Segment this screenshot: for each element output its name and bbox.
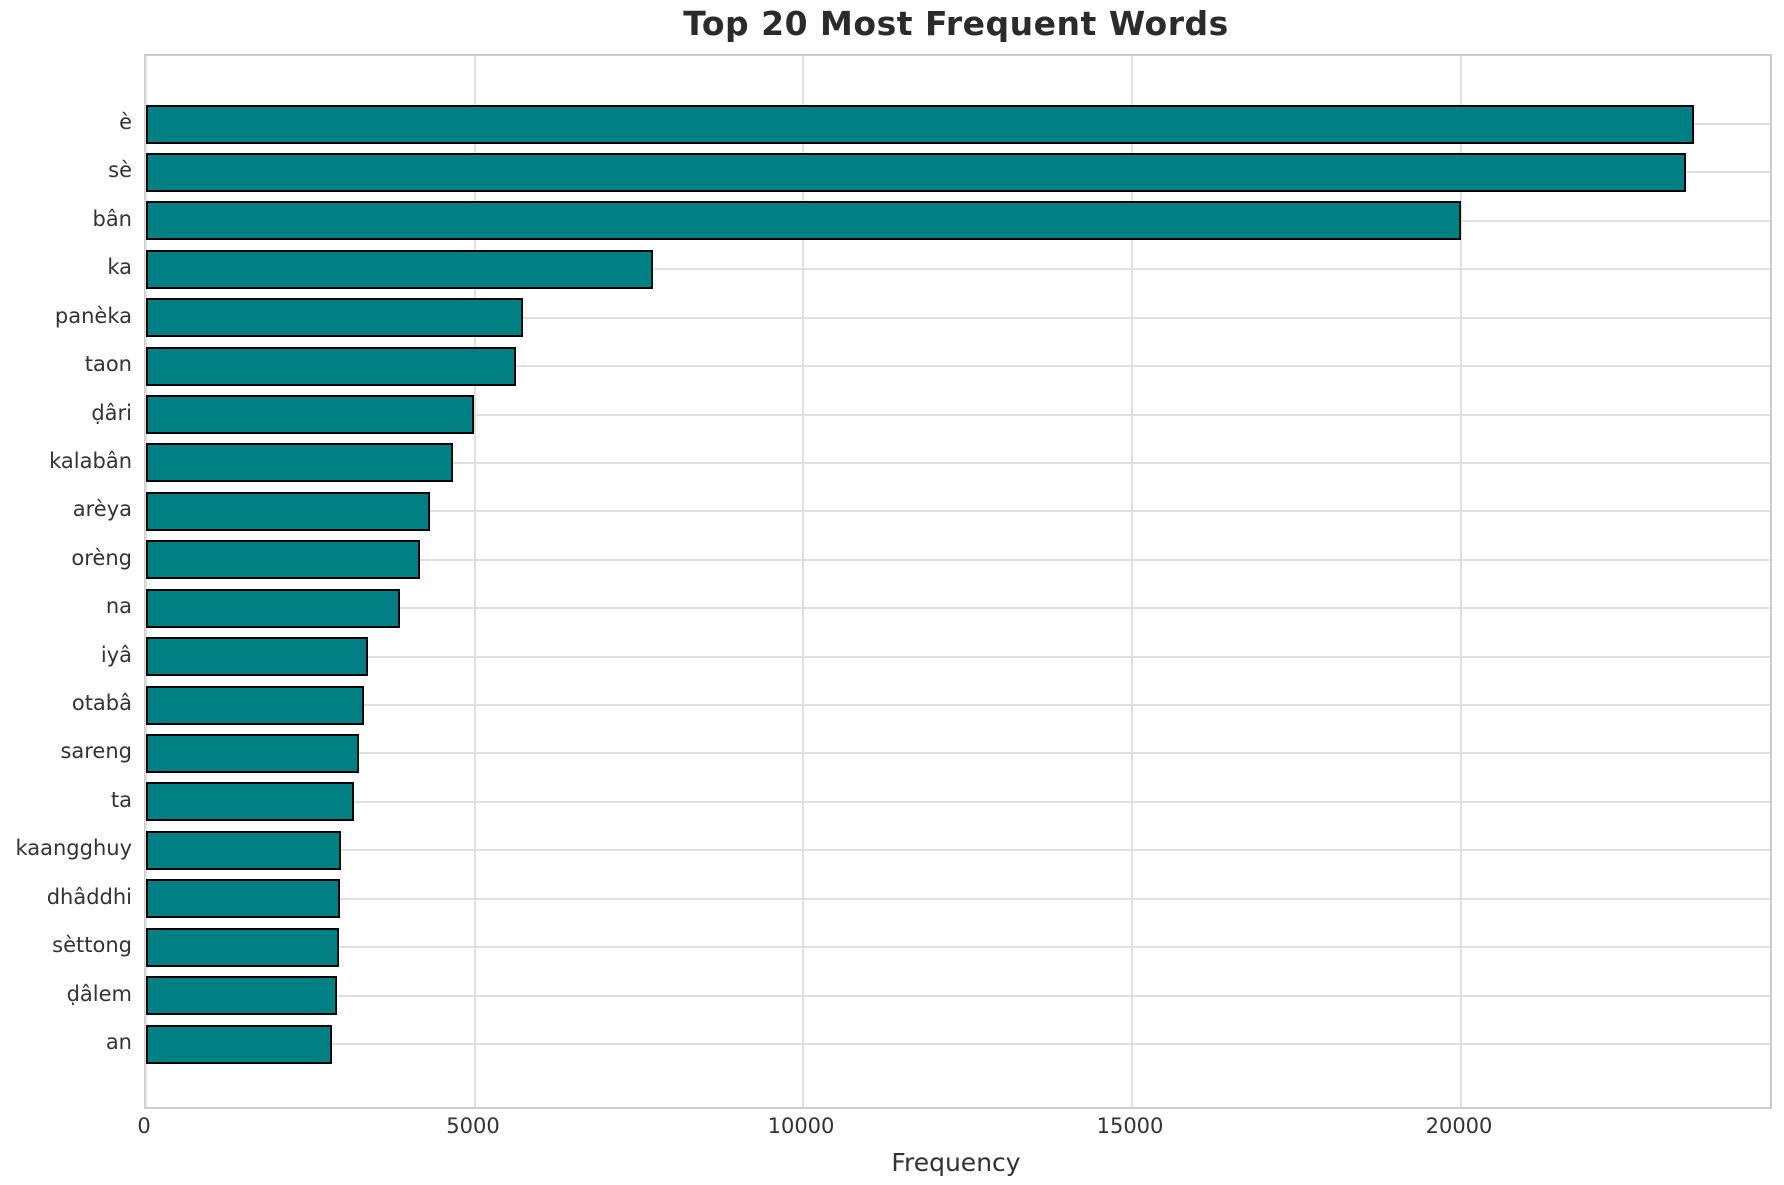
y-gridline — [146, 268, 1770, 270]
x-tick-label: 10000 — [767, 1114, 835, 1138]
y-gridline — [146, 317, 1770, 319]
bar-3 — [146, 201, 1461, 240]
x-tick-label: 0 — [137, 1114, 151, 1138]
y-tick-label: è — [119, 110, 132, 134]
x-axis-title: Frequency — [891, 1148, 1021, 1177]
y-tick-label: na — [105, 594, 132, 618]
bar-16 — [146, 831, 341, 870]
y-tick-label: orèng — [71, 546, 132, 570]
bar-1 — [146, 105, 1694, 144]
x-tick-label: 5000 — [446, 1114, 500, 1138]
y-gridline — [146, 946, 1770, 948]
y-tick-label: iyâ — [100, 643, 132, 667]
y-gridline — [146, 510, 1770, 512]
x-tick-label: 15000 — [1096, 1114, 1164, 1138]
x-gridline — [1460, 56, 1462, 1107]
y-gridline — [146, 995, 1770, 997]
y-tick-label: otabâ — [71, 691, 132, 715]
bar-6 — [146, 347, 516, 386]
bar-9 — [146, 492, 430, 531]
y-tick-label: dhâddhi — [46, 885, 132, 909]
y-gridline — [146, 656, 1770, 658]
x-tick-label: 20000 — [1425, 1114, 1493, 1138]
bar-15 — [146, 782, 354, 821]
bar-14 — [146, 734, 359, 773]
x-gridline — [145, 56, 147, 1107]
y-tick-label: sèttong — [52, 933, 132, 957]
y-tick-label: taon — [84, 352, 132, 376]
bar-10 — [146, 540, 420, 579]
y-tick-label: bân — [92, 207, 132, 231]
y-tick-label: ka — [107, 255, 132, 279]
y-tick-label: ta — [110, 788, 132, 812]
bar-11 — [146, 589, 400, 628]
y-tick-label: ḍâri — [91, 401, 132, 425]
bar-8 — [146, 443, 453, 482]
y-gridline — [146, 801, 1770, 803]
bar-18 — [146, 928, 339, 967]
chart-title: Top 20 Most Frequent Words — [683, 4, 1229, 43]
x-gridline — [474, 56, 476, 1107]
bar-19 — [146, 976, 337, 1015]
bar-2 — [146, 153, 1686, 192]
plot-area — [144, 54, 1772, 1109]
y-gridline — [146, 849, 1770, 851]
x-gridline — [1131, 56, 1133, 1107]
bar-20 — [146, 1025, 332, 1064]
bar-13 — [146, 686, 364, 725]
y-gridline — [146, 607, 1770, 609]
y-gridline — [146, 704, 1770, 706]
y-tick-label: kalabân — [49, 449, 132, 473]
x-gridline — [802, 56, 804, 1107]
y-tick-label: kaangghuy — [15, 836, 132, 860]
y-gridline — [146, 462, 1770, 464]
y-tick-label: sè — [108, 158, 132, 182]
bar-12 — [146, 637, 368, 676]
y-gridline — [146, 414, 1770, 416]
bar-5 — [146, 298, 523, 337]
y-gridline — [146, 1043, 1770, 1045]
bar-4 — [146, 250, 653, 289]
y-gridline — [146, 559, 1770, 561]
y-gridline — [146, 898, 1770, 900]
y-tick-label: arèya — [72, 497, 132, 521]
y-tick-label: sareng — [60, 739, 132, 763]
y-tick-label: ḍâlem — [66, 982, 132, 1006]
y-gridline — [146, 752, 1770, 754]
y-tick-label: an — [105, 1030, 132, 1054]
bar-7 — [146, 395, 474, 434]
bar-17 — [146, 879, 340, 918]
y-gridline — [146, 365, 1770, 367]
y-tick-label: panèka — [54, 304, 132, 328]
